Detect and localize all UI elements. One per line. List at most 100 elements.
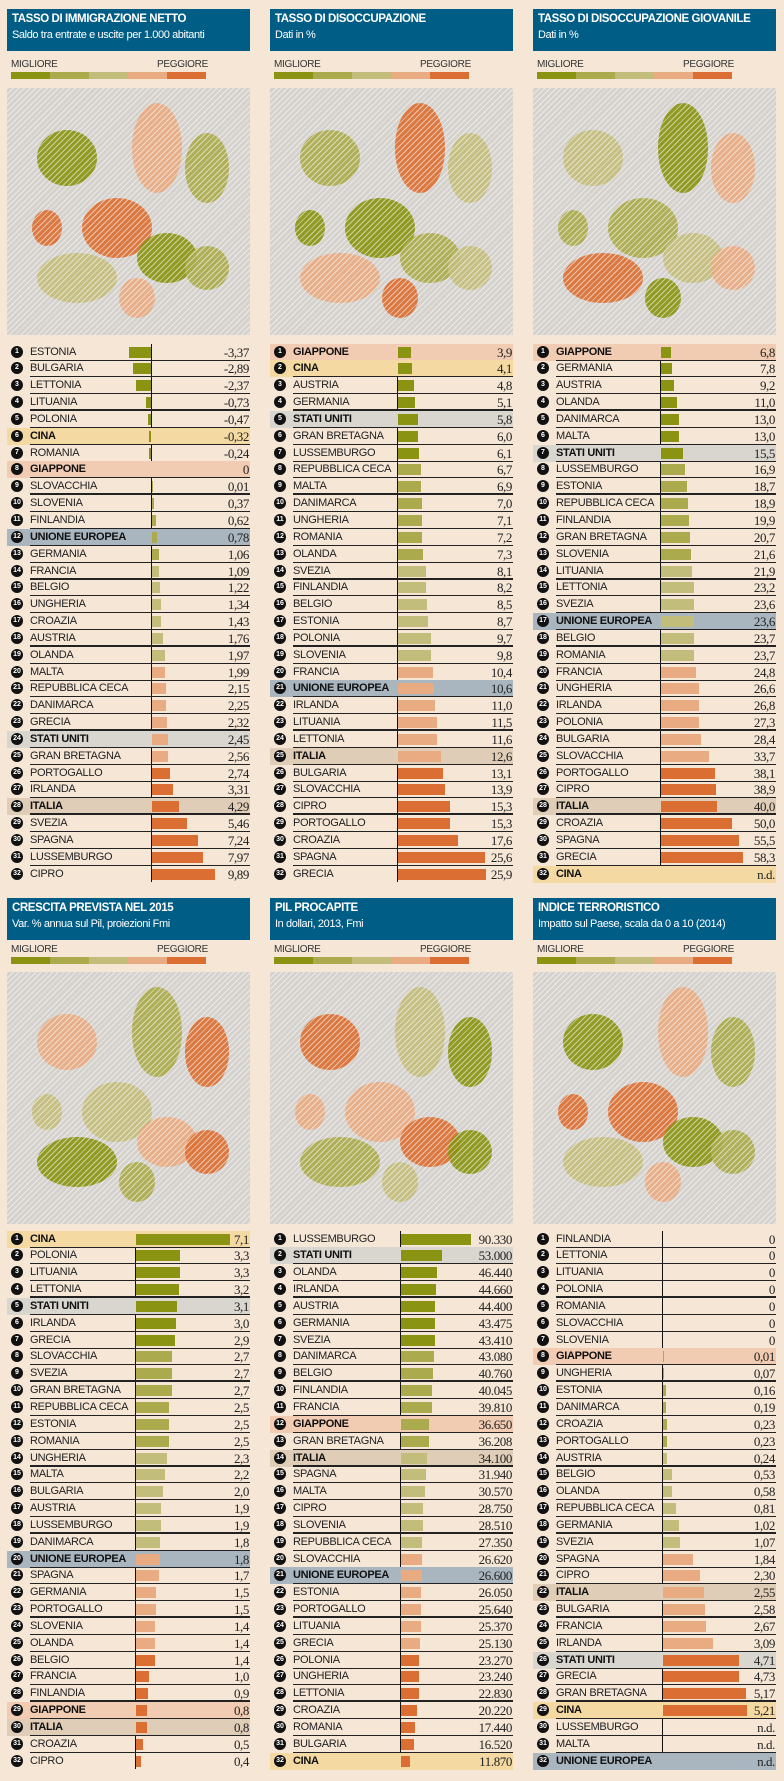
row-divider [556,359,776,361]
value: -0,73 [223,395,249,411]
row-divider [293,544,513,546]
row-divider [556,528,776,529]
table-row: 15 BELGIO 0,53 [533,1466,776,1484]
rank-badge: 8 [11,463,23,476]
value: 2,58 [753,1602,776,1618]
row-divider [556,1464,776,1467]
bar [401,1637,421,1649]
table-row: 22 IRLANDA 26,8 [533,697,776,715]
bar [136,1233,231,1245]
row-divider [293,1600,513,1602]
country-name: AUSTRIA [293,379,339,392]
bar [661,397,677,409]
panel-subtitle: Var. % annua sul Pil, proiezioni Fmi [12,918,170,930]
rank-badge: 11 [537,1401,549,1413]
value: 38,1 [753,765,776,781]
value: 43.410 [478,1332,513,1348]
rank-badge: 4 [11,1283,23,1296]
value: 6,8 [759,344,775,360]
panel-subtitle: Dati in % [275,29,316,41]
row-highlight [270,1449,513,1467]
country-name: SLOVENIA [556,547,609,560]
country-name: REPUBBLICA CECA [30,1401,129,1413]
table-row: 26 PORTOGALLO 38,1 [533,765,776,782]
value: 8,2 [496,580,512,596]
bar [661,363,672,375]
value: 9,7 [496,630,512,646]
bar [136,1755,142,1767]
row-divider [293,1380,513,1383]
bar [132,363,151,375]
bar [401,1688,419,1700]
value: 16.520 [478,1736,513,1752]
value: 25,9 [490,866,513,882]
table-row: 24 FRANCIA 2,67 [533,1618,776,1635]
row-divider [293,1667,513,1669]
value: n.d. [757,1736,775,1752]
value: 2,25 [227,698,250,714]
country-name: SVEZIA [30,817,68,830]
row-divider [30,528,250,529]
bar [136,1570,159,1582]
bar [152,582,160,594]
rank-badge: 9 [537,480,549,493]
country-name: AUSTRIA [293,1299,339,1312]
chart-panel: TASSO DI IMMIGRAZIONE NETTO Saldo tra ent… [7,9,250,883]
bar [152,616,162,628]
row-divider [293,577,513,580]
rank-badge: 15 [537,581,549,594]
rank-badge: 13 [537,1434,549,1447]
table-row: 20 FRANCIA 24,8 [533,664,776,681]
bar [401,1334,435,1346]
table-row: 26 POLONIA 23.270 [270,1652,513,1669]
value: 20.220 [478,1703,513,1719]
rank-badge: 30 [537,833,549,846]
row-divider [556,1263,776,1265]
legend-swatch [89,72,128,79]
table-row: 2 LETTONIA 0 [533,1247,776,1265]
bar [136,1385,172,1397]
country-name: ROMANIA [293,1720,343,1733]
row-divider [30,511,250,513]
row-divider [293,1566,513,1568]
bar [398,582,426,594]
bar [136,1654,155,1666]
row-divider [30,831,250,833]
bar [661,464,685,476]
bar [661,700,699,712]
value: 1,09 [227,563,250,579]
value: 1,76 [227,630,250,646]
table-row: 29 SVEZIA 5,46 [7,815,250,833]
table-row: 12 GIAPPONE 36.650 [270,1415,513,1433]
row-divider [293,729,513,732]
legend-swatch [50,957,89,964]
value: 27.350 [478,1534,513,1550]
value: 1,5 [233,1585,249,1601]
legend-swatch [391,957,430,964]
table-row: 15 FINLANDIA 8,2 [270,579,513,597]
rank-badge: 23 [537,1603,549,1616]
chart-panel: TASSO DI DISOCCUPAZIONE Dati in % MIGLIORE… [270,9,513,883]
bar [663,1503,677,1515]
row-highlight [533,1348,776,1366]
value: 4,29 [227,799,250,815]
table-row: 7 GRECIA 2,9 [7,1332,250,1349]
bar [136,1267,180,1279]
value: 2,7 [233,1349,249,1365]
rank-badge: 32 [274,867,286,880]
bar [136,1738,143,1750]
bar [398,666,434,678]
rank-badge: 2 [537,1249,549,1262]
europe-map [533,88,776,335]
table-row: 4 OLANDA 11,0 [533,394,776,412]
country-name: SLOVACCHIA [293,783,361,796]
country-name: SLOVACCHIA [556,749,624,762]
rank-badge: 25 [537,749,549,762]
table-row: 19 SVEZIA 1,07 [533,1534,776,1551]
value: 1,4 [233,1618,249,1634]
rank-badge: 14 [537,564,549,577]
rank-badge: 3 [274,379,286,392]
rank-badge: 21 [274,682,286,695]
row-highlight [270,360,513,378]
legend-swatch [352,72,391,79]
